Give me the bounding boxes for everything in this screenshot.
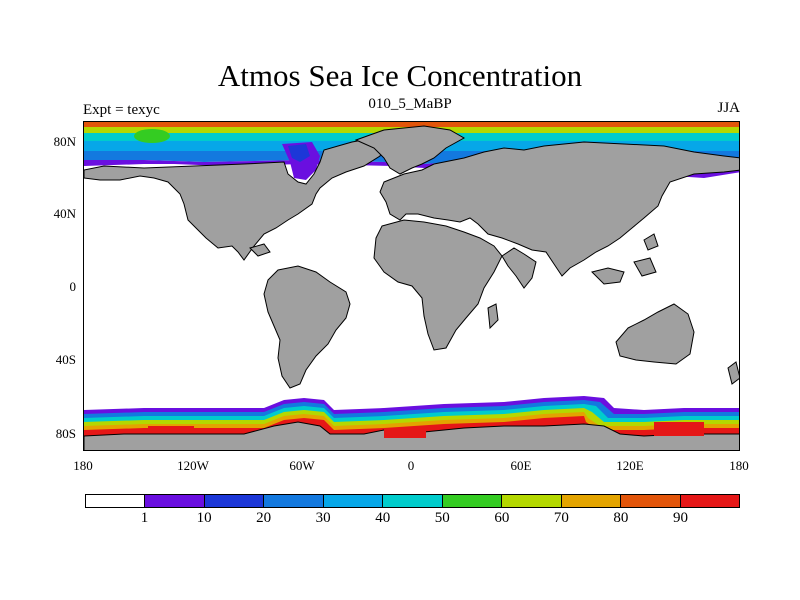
- colorbar-level-label: 80: [613, 510, 629, 526]
- x-tick-label: 180: [73, 458, 93, 473]
- y-tick-label: 80S: [55, 426, 76, 441]
- southeast-asia-islands: [591, 267, 625, 285]
- colorbar-level-label: 60: [494, 510, 510, 526]
- australia-land: [615, 303, 695, 365]
- colorbar-cell: [86, 495, 146, 507]
- japan-land: [643, 233, 659, 251]
- colorbar-cell: [383, 495, 443, 507]
- colorbar-level-label: 10: [196, 510, 212, 526]
- africa-land: [373, 219, 503, 351]
- colorbar-cell: [264, 495, 324, 507]
- x-tick-label: 60E: [510, 458, 532, 473]
- east-antarctic-ice-patch: [654, 422, 704, 436]
- y-tick-label: 40S: [55, 352, 76, 367]
- x-tick-label: 180: [729, 458, 749, 473]
- colorbar-cell: [145, 495, 205, 507]
- caribbean-islands: [249, 243, 271, 257]
- colorbar: [85, 494, 740, 508]
- colorbar-cell: [561, 495, 622, 507]
- colorbar-level-label: 90: [672, 510, 688, 526]
- colorbar-cell: [621, 495, 681, 507]
- colorbar-cell: [323, 495, 384, 507]
- chart-subtitle: 010_5_MaBP: [368, 96, 452, 112]
- north-america-land: [84, 137, 385, 261]
- chart-title: Atmos Sea Ice Concentration: [217, 58, 583, 93]
- colorbar-cell: [442, 495, 503, 507]
- colorbar-level-label: 40: [375, 510, 391, 526]
- season-label: JJA: [717, 100, 740, 116]
- y-tick-label: 80N: [53, 134, 76, 149]
- india-land: [501, 247, 537, 289]
- greenland-land: [354, 125, 466, 175]
- colorbar-level-label: 70: [553, 510, 569, 526]
- x-tick-label: 60W: [289, 458, 315, 473]
- x-tick-label: 0: [407, 458, 415, 473]
- arctic-ice-high-spot: [134, 129, 170, 143]
- ross-ice-patch: [148, 426, 194, 432]
- x-tick-label: 120E: [616, 458, 644, 473]
- madagascar-land: [487, 303, 499, 330]
- y-tick-label: 0: [69, 279, 77, 294]
- maritime-islands: [633, 257, 657, 277]
- experiment-label: Expt = texyc: [83, 102, 160, 118]
- x-tick-label: 120W: [177, 458, 209, 473]
- south-america-land: [263, 265, 351, 389]
- colorbar-cell: [204, 495, 265, 507]
- sea-ice-map: [84, 122, 739, 450]
- map-plot-area: [83, 121, 740, 451]
- colorbar-level-label: 50: [434, 510, 450, 526]
- y-tick-label: 40N: [53, 206, 76, 221]
- weddell-ice-patch: [384, 428, 426, 438]
- colorbar-level-label: 30: [315, 510, 331, 526]
- colorbar-level-label: 1: [140, 510, 149, 526]
- hudson-bay-ice-core: [288, 144, 310, 162]
- colorbar-cell: [502, 495, 562, 507]
- arctic-ice-band-80: [84, 122, 739, 127]
- eurasia-land: [379, 141, 739, 277]
- colorbar-cell: [680, 495, 739, 507]
- new-zealand-land: [727, 361, 739, 385]
- colorbar-level-label: 20: [256, 510, 272, 526]
